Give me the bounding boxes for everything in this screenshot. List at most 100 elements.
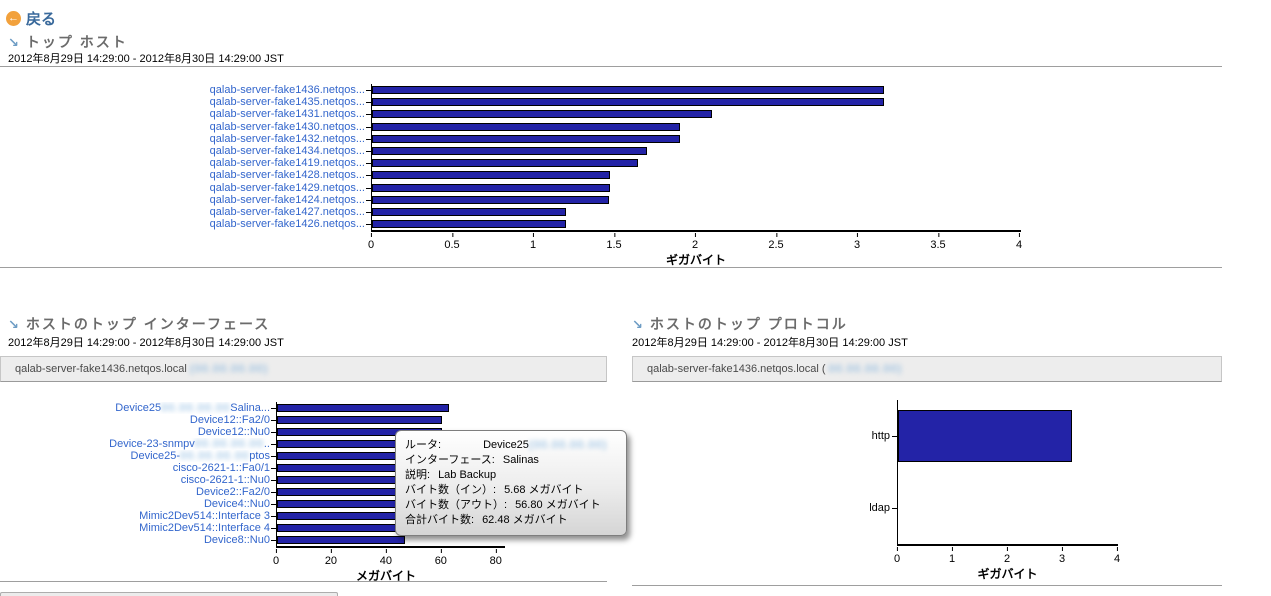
chart-rows: Device2500.00.00.00Salina... Device12::Fa… — [0, 402, 560, 546]
label-text: ptos — [249, 450, 270, 462]
chart-row: qalab-server-fake1426.netqos... — [0, 218, 1040, 231]
chart-rows: http ldap — [632, 400, 1132, 544]
category-label[interactable]: Device2500.00.00.00Salina... — [0, 402, 276, 414]
drilldown-arrow-icon[interactable]: ↘ — [632, 316, 643, 332]
tooltip-value: Salinas — [502, 454, 539, 466]
back-link[interactable]: ← 戻る — [6, 8, 56, 29]
chart-row: qalab-server-fake1434.netqos... — [0, 144, 1040, 158]
date-range-top-hosts: 2012年8月29日 14:29:00 - 2012年8月30日 14:29:0… — [8, 53, 284, 65]
category-label[interactable]: qalab-server-fake1429.netqos... — [0, 182, 371, 194]
category-label[interactable]: Mimic2Dev514::Interface 4 — [0, 522, 276, 534]
bar[interactable] — [277, 536, 405, 544]
bar[interactable] — [277, 524, 410, 532]
label-text: qalab-server-fake1428.netqos... — [209, 169, 365, 182]
category-label[interactable]: qalab-server-fake1432.netqos... — [0, 133, 371, 145]
host-banner-left: qalab-server-fake1436.netqos.local (00.0… — [0, 356, 607, 382]
label-text: Device12::Nu0 — [197, 426, 270, 438]
tooltip-row: 合計バイト数: 62.48 メガバイト — [405, 513, 617, 528]
divider — [632, 585, 1222, 586]
bar-track — [366, 132, 1040, 145]
category-label[interactable]: qalab-server-fake1436.netqos... — [0, 84, 371, 96]
x-axis-label: ギガバイト — [665, 253, 726, 268]
bar[interactable] — [372, 195, 609, 204]
bar-track — [366, 96, 1040, 109]
chart-row: Device2500.00.00.00Salina... — [0, 402, 560, 414]
axis-tick: 3 — [854, 232, 860, 251]
divider — [0, 267, 1222, 268]
tooltip-value: 62.48 メガバイト — [482, 514, 568, 526]
label-text: qalab-server-fake1426.netqos... — [209, 218, 365, 231]
axis-tick: 0 — [273, 548, 279, 567]
drilldown-arrow-icon[interactable]: ↘ — [8, 34, 19, 50]
axis-tick: 20 — [325, 548, 337, 567]
chart-row: qalab-server-fake1428.netqos... — [0, 169, 1040, 182]
label-text: Device25- — [130, 450, 181, 462]
label-text: Device2::Fa2/0 — [196, 486, 270, 498]
chart-row: Device-23-snmpv00.00.00.00.. — [0, 438, 560, 450]
bar[interactable] — [277, 512, 413, 520]
category-label[interactable]: qalab-server-fake1435.netqos... — [0, 96, 371, 108]
category-label[interactable]: cisco-2621-1::Fa0/1 — [0, 462, 276, 474]
bar[interactable] — [372, 171, 611, 180]
label-text: Device8::Nu0 — [203, 534, 270, 546]
category-label[interactable]: qalab-server-fake1424.netqos... — [0, 194, 371, 206]
tooltip-label: バイト数（アウト）: — [405, 499, 508, 511]
category-label[interactable]: Device12::Fa2/0 — [0, 414, 276, 426]
category-label[interactable]: Device12::Nu0 — [0, 426, 276, 438]
category-label[interactable]: qalab-server-fake1428.netqos... — [0, 169, 371, 181]
chart-row: Device12::Nu0 — [0, 426, 560, 438]
section-title-text: ホストのトップ インターフェース — [25, 316, 271, 332]
label-text: qalab-server-fake1435.netqos... — [209, 96, 365, 109]
label-text: qalab-server-fake1429.netqos... — [209, 181, 365, 194]
category-label[interactable]: Device2::Fa2/0 — [0, 486, 276, 498]
bar[interactable] — [372, 146, 648, 155]
bar[interactable] — [372, 86, 884, 94]
bar[interactable] — [372, 98, 884, 107]
chart-rows: qalab-server-fake1436.netqos... qalab-ser… — [0, 84, 1040, 231]
category-label[interactable]: Device25-00.00.00.00ptos — [0, 450, 276, 462]
tooltip-row: バイト数（アウト）: 56.80 メガバイト — [405, 498, 617, 513]
back-arrow-icon: ← — [6, 11, 21, 26]
axis-tick: 4 — [1114, 546, 1120, 565]
category-label[interactable]: qalab-server-fake1419.netqos... — [0, 157, 371, 169]
category-label[interactable]: Device-23-snmpv00.00.00.00.. — [0, 438, 276, 450]
category-label[interactable]: qalab-server-fake1426.netqos... — [0, 218, 371, 230]
bar[interactable] — [277, 416, 443, 424]
chart-tooltip: ルータ: Device25(00.00.00.00) インターフェース: Sal… — [395, 430, 627, 536]
category-label[interactable]: qalab-server-fake1434.netqos... — [0, 145, 371, 157]
top-interfaces-chart: Device2500.00.00.00Salina... Device12::Fa… — [0, 402, 560, 584]
category-label[interactable]: cisco-2621-1::Nu0 — [0, 474, 276, 486]
bar[interactable] — [372, 159, 638, 168]
bar[interactable] — [372, 220, 567, 229]
bar[interactable] — [898, 410, 1072, 462]
divider — [0, 66, 1222, 67]
category-label[interactable]: qalab-server-fake1430.netqos... — [0, 121, 371, 133]
category-label[interactable]: Device8::Nu0 — [0, 534, 276, 546]
category-label[interactable]: qalab-server-fake1427.netqos... — [0, 206, 371, 218]
axis-tick: 1 — [530, 232, 536, 251]
x-axis-line — [897, 544, 1118, 546]
bar[interactable] — [372, 134, 680, 143]
category-label[interactable]: Device4::Nu0 — [0, 498, 276, 510]
bar[interactable] — [372, 110, 713, 119]
label-text: http — [871, 430, 890, 442]
label-text: Device25 — [115, 402, 162, 414]
label-text: qalab-server-fake1432.netqos... — [209, 132, 365, 145]
tooltip-row: 説明: Lab Backup — [405, 468, 617, 483]
back-label: 戻る — [26, 11, 57, 28]
bar[interactable] — [277, 404, 449, 412]
label-text: cisco-2621-1::Nu0 — [180, 474, 270, 486]
tooltip-label: 説明: — [405, 469, 431, 481]
bar[interactable] — [372, 122, 680, 131]
category-label: http — [632, 430, 897, 442]
chart-row: qalab-server-fake1430.netqos... — [0, 120, 1040, 133]
drilldown-arrow-icon[interactable]: ↘ — [8, 316, 19, 332]
bar-track — [366, 144, 1040, 158]
axis-tick: 0.5 — [444, 232, 460, 251]
top-hosts-chart: qalab-server-fake1436.netqos... qalab-ser… — [0, 84, 1040, 268]
axis-tick: 3.5 — [930, 232, 946, 251]
bar[interactable] — [372, 183, 611, 192]
category-label[interactable]: Mimic2Dev514::Interface 3 — [0, 510, 276, 522]
bar[interactable] — [372, 207, 567, 216]
category-label[interactable]: qalab-server-fake1431.netqos... — [0, 108, 371, 120]
